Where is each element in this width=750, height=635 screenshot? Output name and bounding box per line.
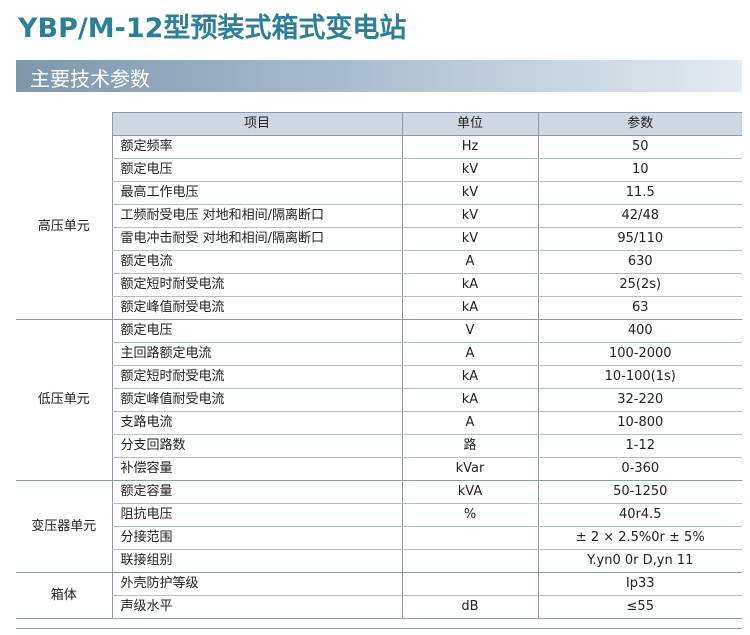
table-row: 低压单元 额定电压 V 400 — [16, 319, 742, 481]
param-cell: 10 — [537, 158, 742, 182]
table-row: 最高工作电压 kV 11.5 — [16, 181, 742, 205]
table-row: 雷电冲击耐受 对地和相间/隔离断口 kV 95/110 — [16, 227, 742, 251]
item-cell: 额定电压 — [111, 158, 402, 182]
item-cell: 联接组别 — [111, 549, 402, 573]
param-cell: 50 — [537, 135, 742, 159]
table-row: 支路电流 A 10-800 — [16, 411, 742, 435]
param-cell: 100-2000 — [537, 342, 742, 366]
unit-cell: kV — [401, 204, 538, 228]
table-bottom-rule — [16, 628, 742, 629]
table-row: 额定短时耐受电流 kA 25(2s) — [16, 273, 742, 297]
table-row: 主回路额定电流 A 100-2000 — [16, 342, 742, 366]
unit-cell: A — [401, 342, 538, 366]
unit-cell: kV — [401, 227, 538, 251]
param-cell: 32-220 — [537, 388, 742, 412]
param-cell: Ip33 — [537, 572, 742, 596]
spec-table: 项目 单位 参数 高压单元 额定频率 Hz 50 额定电压 kV 10 最高工作电压 kV 11.… — [16, 112, 742, 619]
table-row: 分支回路数路 1-12 — [16, 434, 742, 458]
item-cell: 声级水平 — [111, 595, 402, 619]
param-cell: 11.5 — [537, 181, 742, 205]
unit-cell: Hz — [401, 135, 538, 159]
param-cell: 10-800 — [537, 411, 742, 435]
item-cell: 额定电流 — [111, 250, 402, 274]
unit-cell: kA — [401, 388, 538, 412]
group-label: 变压器单元 — [16, 480, 112, 573]
param-cell: 42/48 — [537, 204, 742, 228]
item-cell: 额定容量 — [111, 480, 402, 504]
table-header-row: 项目 单位 参数 — [16, 112, 742, 136]
table-row: 高压单元 额定频率 Hz 50 — [16, 135, 742, 320]
param-cell: 10-100(1s) — [537, 365, 742, 389]
item-cell: 分接范围 — [111, 526, 402, 550]
item-cell: 补偿容量 — [111, 457, 402, 481]
unit-cell: kVar — [401, 457, 538, 481]
table-row: 工频耐受电压 对地和相间/隔离断口 kV 42/48 — [16, 204, 742, 228]
item-cell: 额定峰值耐受电流 — [111, 296, 402, 320]
unit-cell — [401, 572, 538, 596]
param-cell: 40r4.5 — [537, 503, 742, 527]
unit-cell — [401, 549, 538, 573]
unit-cell — [401, 526, 538, 550]
table-row: 额定峰值耐受电流 kA 63 — [16, 296, 742, 320]
item-cell: 分支回路数 — [111, 434, 402, 458]
param-cell: ± 2 × 2.5%0r ± 5% — [537, 526, 742, 550]
header-item: 项目 — [111, 112, 402, 136]
item-cell: 额定短时耐受电流 — [111, 273, 402, 297]
param-cell: 95/110 — [537, 227, 742, 251]
param-cell: 63 — [537, 296, 742, 320]
unit-cell: % — [401, 503, 538, 527]
param-cell: Y.yn0 0r D,yn 11 — [537, 549, 742, 573]
unit-cell: kV — [401, 158, 538, 182]
param-cell: 400 — [537, 319, 742, 343]
unit-cell: kA — [401, 273, 538, 297]
table-row: 声级水平 dB ≤55 — [16, 595, 742, 619]
header-unit: 单位 — [401, 112, 538, 136]
table-row: 额定峰值耐受电流 kA 32-220 — [16, 388, 742, 412]
item-cell: 额定电压 — [111, 319, 402, 343]
header-param: 参数 — [537, 112, 742, 136]
unit-cell: V — [401, 319, 538, 343]
table-row: 联接组别 Y.yn0 0r D,yn 11 — [16, 549, 742, 573]
param-cell: 1-12 — [537, 434, 742, 458]
unit-cell: A — [401, 411, 538, 435]
table-row: 分接范围 ± 2 × 2.5%0r ± 5% — [16, 526, 742, 550]
unit-cell: 路 — [401, 434, 538, 458]
param-cell: 630 — [537, 250, 742, 274]
group-label: 高压单元 — [16, 135, 112, 320]
item-cell: 支路电流 — [111, 411, 402, 435]
table-row: 变压器单元 额定容量 kVA 50-1250 — [16, 480, 742, 573]
section-title: 主要技术参数 — [30, 67, 150, 91]
group-header-cell — [16, 112, 112, 136]
item-cell: 外壳防护等级 — [111, 572, 402, 596]
table-row: 额定电压 kV 10 — [16, 158, 742, 182]
table-row: 箱体 外壳防护等级 Ip33 — [16, 572, 742, 619]
spec-table-body: 高压单元 额定频率 Hz 50 额定电压 kV 10 最高工作电压 kV 11.5 工频耐受电压 对… — [16, 135, 742, 619]
item-cell: 最高工作电压 — [111, 181, 402, 205]
page-title: YBP/M-12型预装式箱式变电站 — [18, 13, 407, 44]
unit-cell: kVA — [401, 480, 538, 504]
item-cell: 额定频率 — [111, 135, 402, 159]
item-cell: 主回路额定电流 — [111, 342, 402, 366]
item-cell: 阻抗电压 — [111, 503, 402, 527]
item-cell: 雷电冲击耐受 对地和相间/隔离断口 — [111, 227, 402, 251]
unit-cell: kA — [401, 365, 538, 389]
group-label: 低压单元 — [16, 319, 112, 481]
unit-cell: A — [401, 250, 538, 274]
item-cell: 工频耐受电压 对地和相间/隔离断口 — [111, 204, 402, 228]
param-cell: ≤55 — [537, 595, 742, 619]
table-row: 补偿容量 kVar 0-360 — [16, 457, 742, 481]
item-cell: 额定峰值耐受电流 — [111, 388, 402, 412]
item-cell: 额定短时耐受电流 — [111, 365, 402, 389]
unit-cell: kV — [401, 181, 538, 205]
table-row: 阻抗电压% 40r4.5 — [16, 503, 742, 527]
param-cell: 0-360 — [537, 457, 742, 481]
group-label: 箱体 — [16, 572, 112, 619]
table-row: 额定电流 A 630 — [16, 250, 742, 274]
param-cell: 50-1250 — [537, 480, 742, 504]
unit-cell: dB — [401, 595, 538, 619]
section-header: 主要技术参数 — [16, 60, 742, 92]
param-cell: 25(2s) — [537, 273, 742, 297]
table-row: 额定短时耐受电流 kA 10-100(1s) — [16, 365, 742, 389]
unit-cell: kA — [401, 296, 538, 320]
